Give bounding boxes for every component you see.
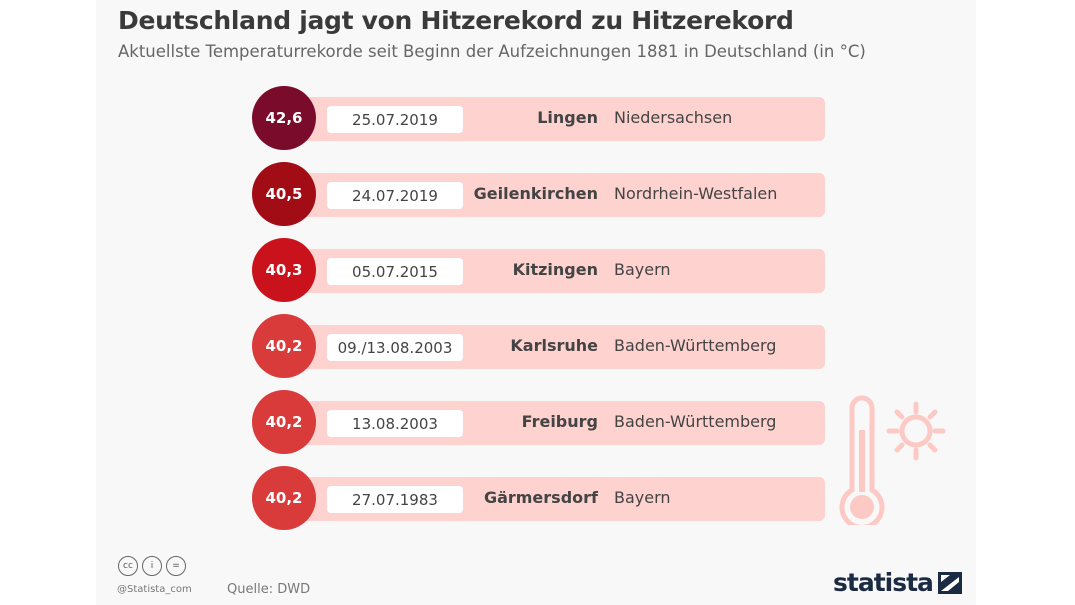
state-label: Baden-Württemberg bbox=[614, 336, 777, 355]
city-label: Freiburg bbox=[521, 412, 598, 431]
statista-logo: statista bbox=[833, 568, 962, 597]
date-box: 13.08.2003 bbox=[327, 410, 463, 437]
table-row: 40,5 24.07.2019 Geilenkirchen Nordrhein-… bbox=[250, 162, 830, 228]
table-row: 40,2 09./13.08.2003 Karlsruhe Baden-Würt… bbox=[250, 314, 830, 380]
statista-logo-icon bbox=[937, 571, 962, 594]
city-label: Geilenkirchen bbox=[473, 184, 598, 203]
nd-icon: = bbox=[166, 556, 186, 576]
city-label: Karlsruhe bbox=[510, 336, 598, 355]
date-box: 25.07.2019 bbox=[327, 106, 463, 133]
temperature-badge: 40,2 bbox=[252, 466, 316, 530]
temperature-badge: 40,2 bbox=[252, 390, 316, 454]
license-icons: cc i = bbox=[118, 556, 186, 576]
statista-handle: @Statista_com bbox=[117, 584, 192, 595]
table-row: 40,2 13.08.2003 Freiburg Baden-Württembe… bbox=[250, 390, 830, 456]
date-box: 05.07.2015 bbox=[327, 258, 463, 285]
state-label: Baden-Württemberg bbox=[614, 412, 777, 431]
table-row: 40,2 27.07.1983 Gärmersdorf Bayern bbox=[250, 466, 830, 532]
city-label: Kitzingen bbox=[512, 260, 598, 279]
table-row: 40,3 05.07.2015 Kitzingen Bayern bbox=[250, 238, 830, 304]
table-row: 42,6 25.07.2019 Lingen Niedersachsen bbox=[250, 86, 830, 152]
state-label: Nordrhein-Westfalen bbox=[614, 184, 778, 203]
by-icon: i bbox=[142, 556, 162, 576]
thermometer-sun-icon bbox=[839, 395, 946, 525]
chart-subtitle: Aktuellste Temperaturrekorde seit Beginn… bbox=[118, 42, 866, 61]
temperature-badge: 40,2 bbox=[252, 314, 316, 378]
logo-text: statista bbox=[833, 568, 934, 597]
state-label: Bayern bbox=[614, 260, 671, 279]
state-label: Bayern bbox=[614, 488, 671, 507]
date-box: 27.07.1983 bbox=[327, 486, 463, 513]
temperature-badge: 40,5 bbox=[252, 162, 316, 226]
source-note: Quelle: DWD bbox=[227, 582, 311, 597]
cc-icon: cc bbox=[118, 556, 138, 576]
thermometer-icon bbox=[839, 395, 885, 525]
city-label: Lingen bbox=[537, 108, 598, 127]
temperature-badge: 40,3 bbox=[252, 238, 316, 302]
sun-icon bbox=[899, 414, 933, 448]
temperature-badge: 42,6 bbox=[252, 86, 316, 150]
state-label: Niedersachsen bbox=[614, 108, 733, 127]
chart-title: Deutschland jagt von Hitzerekord zu Hitz… bbox=[118, 6, 794, 35]
date-box: 24.07.2019 bbox=[327, 182, 463, 209]
city-label: Gärmersdorf bbox=[483, 488, 598, 507]
date-box: 09./13.08.2003 bbox=[327, 334, 463, 361]
